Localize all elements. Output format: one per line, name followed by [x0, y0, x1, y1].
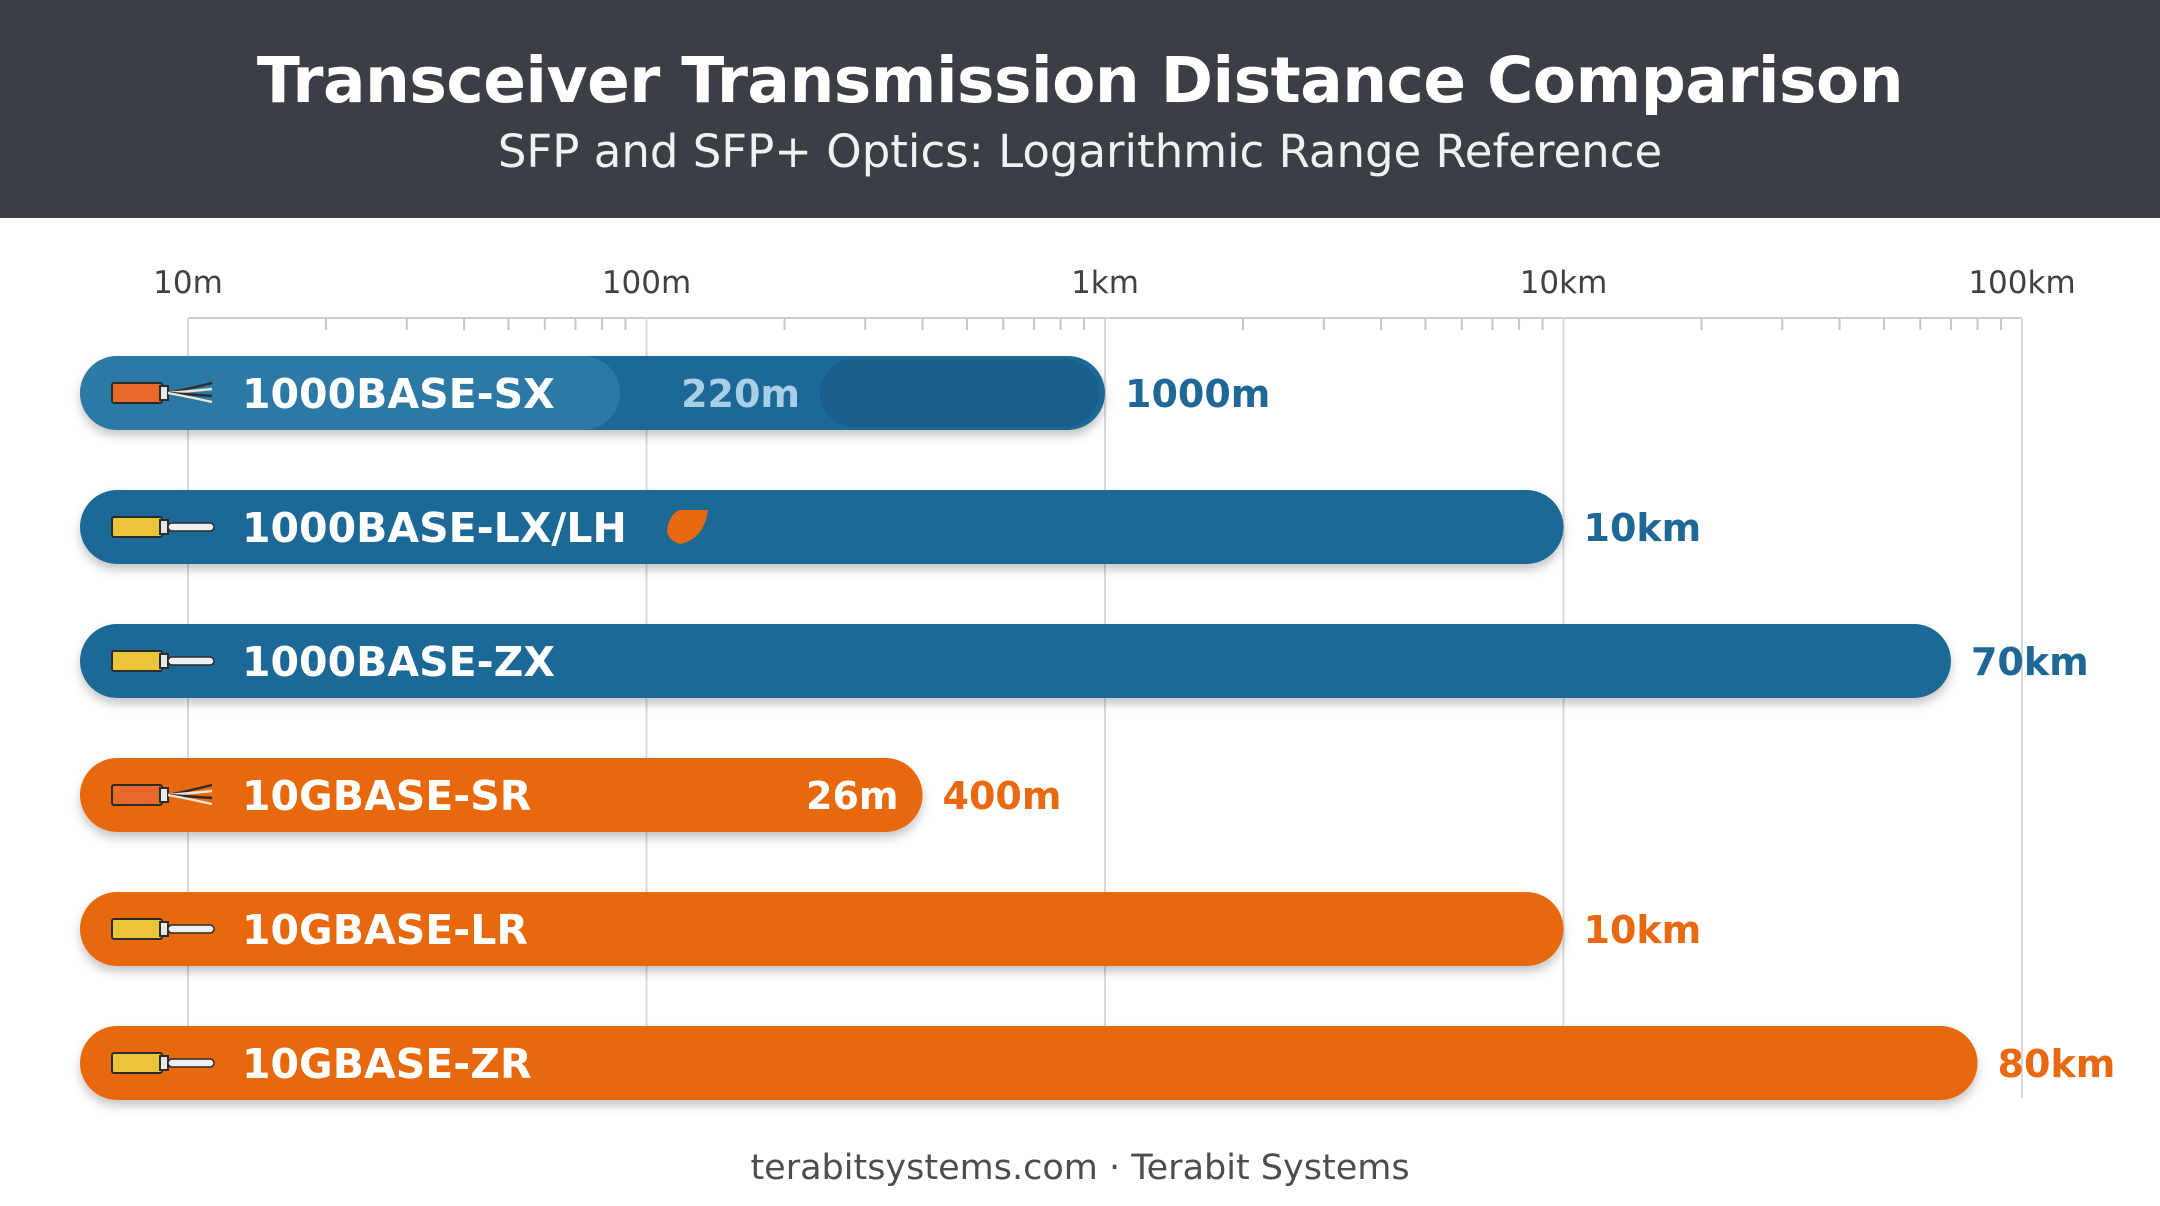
bar	[80, 758, 923, 832]
bar-row: 10GBASE-LR 10km	[80, 892, 1701, 966]
leaf-icon	[667, 510, 708, 544]
bar-value-label: 10km	[1584, 506, 1702, 550]
header-banner: Transceiver Transmission Distance Compar…	[0, 0, 2160, 218]
x-tick-label: 100m	[602, 265, 691, 301]
singlemode-connector-icon	[111, 516, 215, 538]
bar-name-label: 10GBASE-SR	[242, 772, 531, 820]
multimode-connector-icon	[111, 381, 213, 404]
chart-subtitle: SFP and SFP+ Optics: Logarithmic Range R…	[497, 125, 1663, 178]
bar-name-label: 1000BASE-ZX	[242, 638, 555, 686]
inner-value-label: 220m	[681, 372, 800, 416]
bar	[80, 1026, 1978, 1100]
footer-credit: terabitsystems.com · Terabit Systems	[750, 1148, 1410, 1188]
bar-value-label: 10km	[1584, 908, 1702, 952]
bar-name-label: 10GBASE-ZR	[242, 1040, 532, 1088]
bar-row: 1000BASE-ZX 70km	[80, 624, 2089, 698]
bar-row: 10GBASE-SR 26m 400m	[80, 758, 1061, 832]
x-tick-label: 1km	[1071, 265, 1139, 301]
bar-value-label: 400m	[943, 774, 1062, 818]
bar-name-label: 10GBASE-LR	[242, 906, 528, 954]
bar-value-label: 1000m	[1125, 372, 1270, 416]
x-tick-label: 10km	[1520, 265, 1608, 301]
singlemode-connector-icon	[111, 1052, 215, 1074]
bar-row: 1000BASE-LX/LH 10km	[80, 490, 1701, 564]
singlemode-connector-icon	[111, 650, 215, 672]
bar	[80, 490, 1564, 564]
bar-row: 1000BASE-SX 220m 1000m	[80, 356, 1270, 430]
x-tick-label: 100km	[1968, 265, 2075, 301]
x-tick-label: 10m	[153, 265, 223, 301]
inner-value-label: 26m	[806, 774, 898, 818]
bar-row: 10GBASE-ZR 80km	[80, 1026, 2115, 1100]
multimode-connector-icon	[111, 783, 213, 806]
bar-value-label: 70km	[1971, 640, 2089, 684]
grid-lines: 10m 100m 1km 10km 100km	[153, 265, 2076, 1098]
bar-inner-segment	[80, 356, 620, 430]
bar-highlight-pill	[820, 359, 1099, 427]
bar	[80, 624, 1951, 698]
bar	[80, 892, 1564, 966]
singlemode-connector-icon	[111, 918, 215, 940]
bar-name-label: 1000BASE-LX/LH	[242, 504, 627, 552]
bar-value-label: 80km	[1998, 1042, 2116, 1086]
chart-title: Transceiver Transmission Distance Compar…	[256, 44, 1904, 117]
bar-name-label: 1000BASE-SX	[242, 370, 555, 418]
